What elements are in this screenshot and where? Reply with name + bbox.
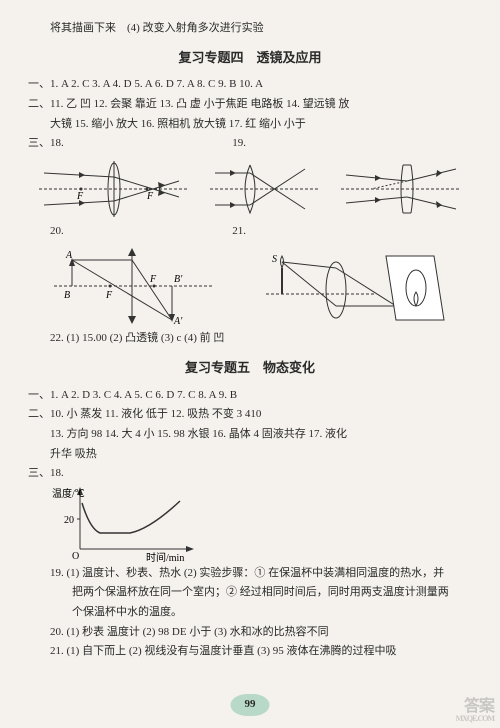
topic5-section2-line2: 13. 方向 98 14. 大 4 小 15. 98 水银 16. 晶体 4 固… bbox=[28, 426, 472, 444]
topic4-title: 复习专题四 透镜及应用 bbox=[28, 48, 472, 69]
diagram-20-lens-imaging: F F A B B' A' bbox=[54, 246, 214, 326]
topic5-section1: 一、1. A 2. D 3. C 4. A 5. C 6. D 7. C 8. … bbox=[28, 387, 472, 405]
chart-ytick: 20 bbox=[64, 515, 74, 526]
watermark-small: MXQE.COM bbox=[456, 715, 494, 722]
diagram-18-convex-lens: F F bbox=[39, 159, 189, 219]
chart-wrap: 20 温度/℃ O 时间/min bbox=[28, 485, 472, 565]
watermark-big: 答案 bbox=[464, 698, 494, 715]
topic4-section1: 一、1. A 2. C 3. A 4. D 5. A 6. D 7. A 8. … bbox=[28, 76, 472, 94]
topic5-q19-line1: 19. (1) 温度计、秒表、热水 (2) 实验步骤：① 在保温杯中装满相同温度… bbox=[28, 565, 472, 583]
topic4-section2-line1: 二、11. 乙 凹 12. 会聚 靠近 13. 凸 虚 小于焦距 电路板 14.… bbox=[28, 96, 472, 114]
svg-text:A: A bbox=[65, 250, 73, 261]
diagram-21-projection: S bbox=[266, 246, 446, 326]
topic4-q18-label: 三、18. bbox=[28, 135, 232, 153]
svg-text:O: O bbox=[72, 551, 79, 562]
topic4-q22: 22. (1) 15.00 (2) 凸透镜 (3) c (4) 前 凹 bbox=[28, 330, 472, 348]
watermark: 答案 MXQE.COM bbox=[456, 700, 494, 722]
topic4-section2-line2: 大镜 15. 缩小 放大 16. 照相机 放大镜 17. 红 缩小 小于 bbox=[28, 116, 472, 134]
topic5-section2-line3: 升华 吸热 bbox=[28, 446, 472, 464]
svg-text:S: S bbox=[272, 254, 277, 265]
page-number-badge: 99 bbox=[231, 694, 270, 716]
continuation-line: 将其描画下来 (4) 改变入射角多次进行实验 bbox=[28, 20, 472, 38]
topic5-q19-line2: 把两个保温杯放在同一个室内；② 经过相同时间后，同时用两支温度计测量两 bbox=[28, 584, 472, 602]
svg-text:F: F bbox=[149, 274, 157, 285]
svg-text:B': B' bbox=[174, 274, 183, 285]
topic4-q19-label: 19. bbox=[232, 135, 246, 153]
topic5-title: 复习专题五 物态变化 bbox=[28, 358, 472, 379]
topic5-q18-label: 三、18. bbox=[28, 465, 472, 483]
svg-text:F: F bbox=[146, 191, 154, 202]
diagram-row-18-19: F F bbox=[28, 159, 472, 219]
svg-text:B: B bbox=[64, 290, 70, 301]
topic5-q20: 20. (1) 秒表 温度计 (2) 98 DE 小于 (3) 水和冰的比热容不… bbox=[28, 624, 472, 642]
chart-ylabel: 温度/℃ bbox=[52, 487, 85, 500]
topic5-q21: 21. (1) 自下而上 (2) 视线没有与温度计垂直 (3) 95 液体在沸腾… bbox=[28, 643, 472, 661]
svg-text:A': A' bbox=[173, 316, 183, 326]
topic4-q21-label: 21. bbox=[232, 223, 246, 241]
topic5-q19-line3: 个保温杯中水的温度。 bbox=[28, 604, 472, 622]
temperature-time-chart: 20 温度/℃ O 时间/min bbox=[50, 485, 200, 565]
diagram-row-20-21: F F A B B' A' S bbox=[28, 246, 472, 326]
topic5-section2-line1: 二、10. 小 蒸发 11. 液化 低于 12. 吸热 不变 3 410 bbox=[28, 406, 472, 424]
svg-text:F: F bbox=[76, 191, 84, 202]
svg-text:F: F bbox=[105, 290, 113, 301]
topic4-q20-label: 20. bbox=[28, 223, 232, 241]
diagram-19-convex bbox=[210, 159, 320, 219]
chart-xlabel: 时间/min bbox=[146, 551, 184, 564]
diagram-19-concave bbox=[341, 159, 461, 219]
